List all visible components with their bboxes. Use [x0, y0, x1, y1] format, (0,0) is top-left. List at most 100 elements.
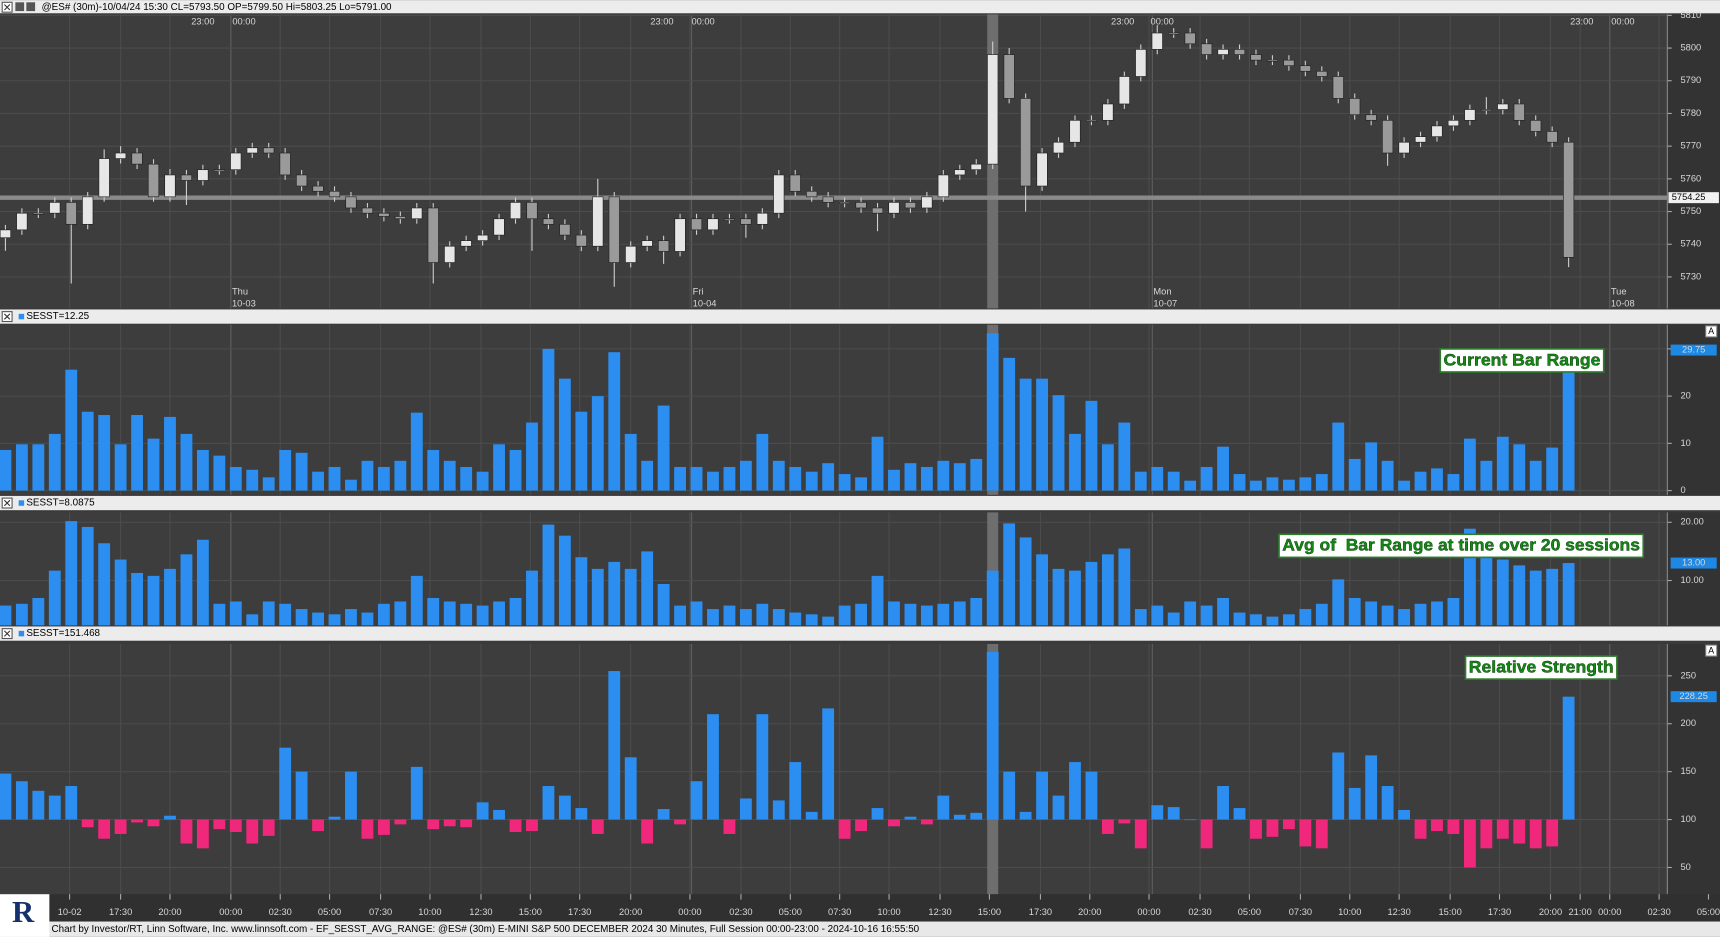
- candle-body: [1201, 43, 1213, 55]
- footer-text: Chart by Investor/RT, Linn Software, Inc…: [52, 924, 920, 935]
- x-tick-label: 07:30: [1289, 907, 1312, 917]
- scale-mode-box[interactable]: [1705, 644, 1718, 657]
- x-tick-label: 05:00: [779, 907, 802, 917]
- toolbar-icon[interactable]: [15, 2, 25, 12]
- bar: [937, 603, 950, 626]
- candle-body: [1299, 65, 1311, 72]
- y-tick-label: 5760: [1681, 173, 1702, 183]
- bar: [443, 460, 456, 491]
- bar: [937, 460, 950, 491]
- bar: [772, 800, 785, 820]
- candle-body: [608, 196, 620, 263]
- bar: [361, 819, 374, 839]
- candle-body: [1118, 76, 1130, 105]
- candle-body: [1003, 54, 1015, 99]
- bar: [1052, 568, 1065, 626]
- bar: [1348, 787, 1361, 820]
- y-tick-label: 5730: [1681, 271, 1702, 281]
- bar: [32, 597, 45, 626]
- candle-body: [1497, 103, 1509, 110]
- bar: [131, 415, 143, 491]
- bar: [229, 466, 242, 491]
- bar: [1217, 786, 1229, 820]
- bar: [1200, 466, 1213, 491]
- scale-mode-box[interactable]: [1705, 325, 1718, 338]
- bar: [180, 433, 193, 491]
- panel-title: SESST=12.25: [26, 311, 89, 322]
- bar: [1431, 468, 1443, 491]
- bar: [641, 460, 654, 491]
- candle-body: [378, 212, 390, 217]
- candle-body: [526, 202, 538, 220]
- candle-body: [1217, 49, 1229, 55]
- candle-body: [970, 163, 982, 171]
- bar: [986, 651, 999, 820]
- bar: [970, 812, 983, 820]
- bar: [608, 561, 621, 626]
- bar: [246, 819, 259, 844]
- bar: [295, 771, 308, 820]
- bar: [493, 601, 505, 626]
- bar: [98, 819, 111, 839]
- bar: [591, 819, 604, 834]
- bar: [180, 819, 193, 844]
- candle-body: [937, 174, 949, 198]
- bar: [81, 526, 94, 626]
- bar: [48, 795, 61, 820]
- bar: [591, 396, 604, 491]
- candle-body: [658, 240, 670, 252]
- annotation-box: [1278, 533, 1645, 559]
- bar: [262, 477, 275, 491]
- x-tick-label: 12:30: [928, 907, 951, 917]
- panel-title: SESST=151.468: [26, 628, 100, 639]
- candle-body: [164, 174, 176, 198]
- bar: [1118, 422, 1131, 491]
- bar: [871, 575, 884, 626]
- bar: [1447, 474, 1460, 491]
- bar: [1398, 609, 1410, 626]
- bar: [1233, 612, 1246, 626]
- bar: [1266, 616, 1279, 626]
- bar: [377, 466, 390, 491]
- x-tick-label-top: 00:00: [691, 17, 714, 27]
- candle-body: [690, 218, 703, 231]
- bar: [1101, 444, 1114, 491]
- axis-area: [1667, 644, 1720, 895]
- x-tick-label: 10:00: [877, 907, 900, 917]
- y-tick-label: 5750: [1681, 206, 1702, 216]
- bar: [707, 471, 719, 491]
- candle-body: [1464, 109, 1476, 121]
- bar: [1200, 819, 1213, 849]
- y-tick-label: 5780: [1681, 108, 1702, 118]
- bar: [1496, 436, 1509, 491]
- bar: [1019, 378, 1032, 491]
- bar: [970, 597, 983, 626]
- x-tick-label-top: 23:00: [1570, 17, 1593, 27]
- panel-header: [0, 309, 1720, 324]
- bar: [657, 809, 670, 820]
- candle-body: [230, 152, 242, 171]
- bar: [1513, 565, 1526, 626]
- bar: [1381, 460, 1394, 491]
- x-tick-label: 17:30: [1488, 907, 1511, 917]
- x-tick-label: 20:00: [1539, 907, 1562, 917]
- bar: [920, 605, 933, 626]
- toolbar-icon[interactable]: [26, 2, 36, 12]
- candle-body: [82, 196, 94, 225]
- bar: [822, 616, 835, 626]
- bar: [1546, 568, 1559, 626]
- x-tick-label: 00:00: [1137, 907, 1160, 917]
- candle-body: [1020, 98, 1032, 187]
- candle-body: [49, 202, 61, 214]
- bar: [394, 601, 407, 626]
- bar: [427, 597, 440, 626]
- bar: [674, 819, 686, 825]
- date-label: 10-03: [232, 298, 256, 308]
- scale-mode: A: [1708, 645, 1714, 655]
- bar: [1398, 480, 1410, 491]
- bar: [756, 433, 769, 491]
- bar: [1529, 460, 1542, 491]
- bar: [641, 819, 654, 844]
- x-tick-label: 20:00: [1078, 907, 1101, 917]
